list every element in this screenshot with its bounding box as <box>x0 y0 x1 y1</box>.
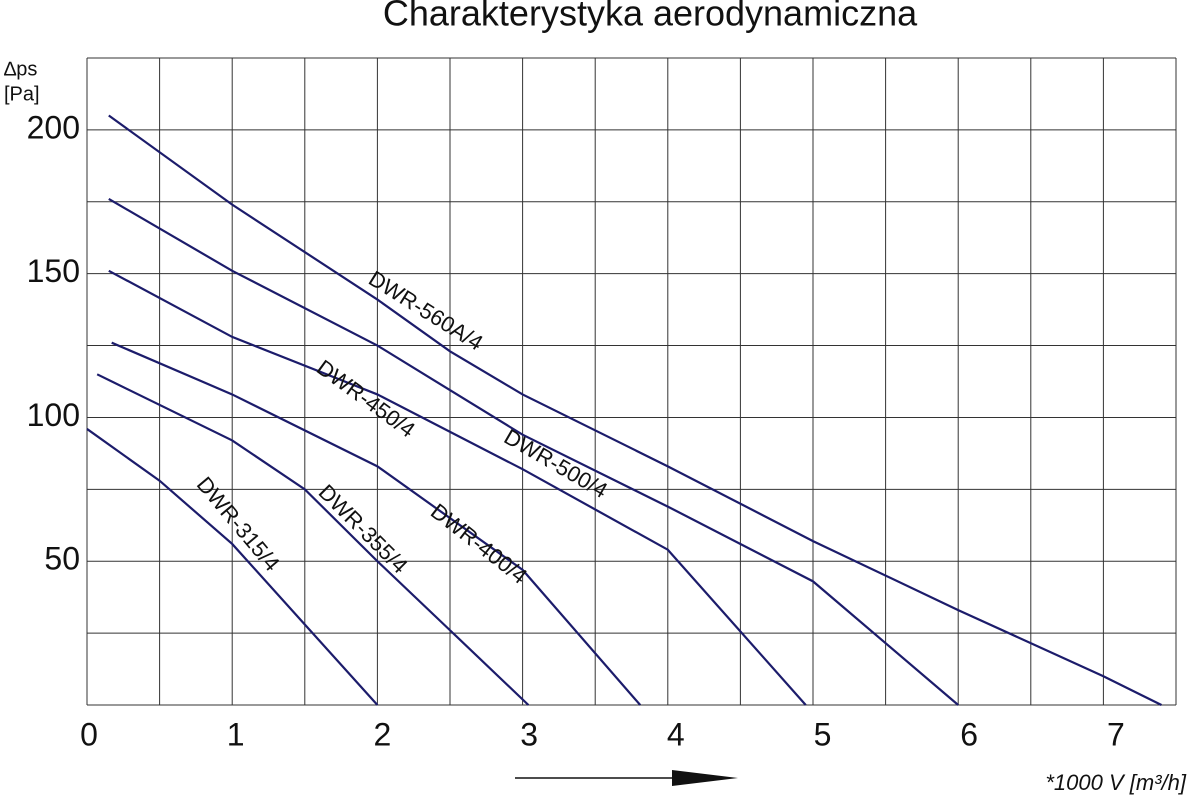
curve-label: DWR-315/4 <box>192 472 285 576</box>
curve <box>111 341 642 706</box>
curve <box>108 114 1162 706</box>
y-tick-label: 100 <box>27 397 80 433</box>
x-tick-label: 5 <box>814 716 832 752</box>
y-tick-label: 200 <box>27 109 80 145</box>
x-tick-label: 6 <box>960 716 978 752</box>
curve <box>108 197 959 706</box>
curve <box>96 373 530 706</box>
arrow-head <box>672 770 738 786</box>
x-tick-label: 3 <box>520 716 538 752</box>
y-tick-label: 50 <box>44 541 80 577</box>
x-axis-label: *1000 V [m³/h] <box>1045 770 1187 795</box>
curve-label: DWR-400/4 <box>426 498 532 588</box>
y-tick-label: 150 <box>27 253 80 289</box>
curve-label: DWR-450/4 <box>312 355 420 443</box>
y-axis-unit: [Pa] <box>4 83 40 105</box>
x-tick-label: 4 <box>667 716 685 752</box>
x-tick-label: 1 <box>227 716 245 752</box>
y-axis-label: ∆ps <box>4 58 37 80</box>
curve <box>108 269 807 706</box>
curve <box>86 428 379 706</box>
chart-title: Charakterystyka aerodynamiczna <box>383 0 918 34</box>
x-tick-label: 7 <box>1107 716 1125 752</box>
x-tick-label: 0 <box>80 716 98 752</box>
curve-label: DWR-560A/4 <box>364 266 487 356</box>
curve-label: DWR-355/4 <box>314 479 413 578</box>
x-tick-label: 2 <box>374 716 392 752</box>
